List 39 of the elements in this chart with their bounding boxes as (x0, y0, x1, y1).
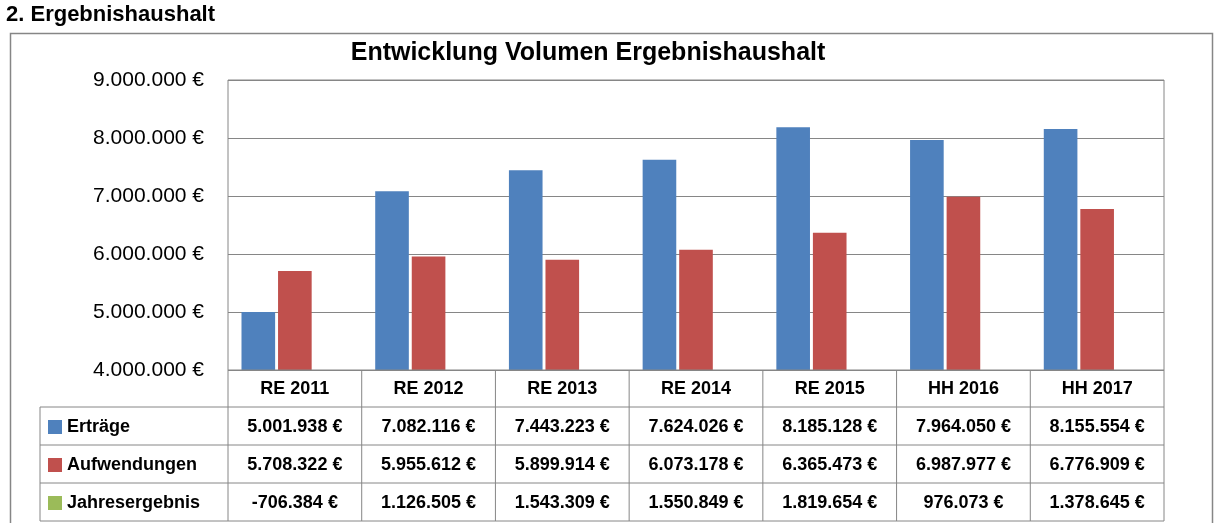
data-label: 5.001.938 € (247, 415, 343, 436)
data-label: 5.708.322 € (247, 453, 343, 474)
data-label: 6.073.178 € (648, 453, 744, 474)
data-label: 8.155.554 € (1049, 415, 1145, 436)
y-tick-label: 5.000.000 € (93, 298, 205, 322)
x-tick-label: RE 2015 (794, 378, 865, 399)
x-tick-label: RE 2014 (660, 378, 732, 399)
y-tick-label: 8.000.000 € (93, 124, 205, 148)
text: 1.550.849 € (648, 491, 744, 512)
data-label: 5.955.612 € (381, 453, 477, 474)
data-label: 8.185.128 € (782, 415, 878, 436)
data-label: 5.899.914 € (514, 453, 610, 474)
data-label: 7.082.116 € (381, 415, 476, 436)
y-tick-label: 6.000.000 € (93, 240, 205, 264)
data-label: 7.624.026 € (648, 415, 744, 436)
text: 2. Ergebnishaushalt (6, 1, 216, 27)
x-tick-label: HH 2016 (927, 378, 999, 399)
data-label: 7.443.223 € (514, 415, 610, 436)
x-tick-label: RE 2012 (393, 378, 464, 399)
x-tick-label: RE 2013 (527, 378, 598, 399)
data-label: 6.365.473 € (782, 453, 878, 474)
legend-label: Aufwendungen (67, 453, 197, 474)
y-tick-label: 9.000.000 € (93, 66, 205, 90)
y-tick-label: 4.000.000 € (93, 356, 205, 380)
legend-label: Erträge (67, 415, 131, 436)
data-label: 6.987.977 € (915, 453, 1011, 474)
data-label: 6.776.909 € (1049, 453, 1145, 474)
chart-title: Entwicklung Volumen Ergebnishaushalt (350, 36, 826, 65)
y-tick-label: 7.000.000 € (93, 182, 205, 206)
legend-label: Jahresergebnis (67, 491, 201, 512)
text: 1.126.505 € (381, 491, 477, 512)
x-tick-label: HH 2017 (1061, 378, 1133, 399)
text: 1.378.645 € (1049, 491, 1145, 512)
text: 1.543.309 € (514, 491, 610, 512)
text: 1.819.654 € (782, 491, 878, 512)
data-label: 7.964.050 € (915, 415, 1011, 436)
text: -706.384 € (251, 491, 338, 512)
text: 976.073 € (923, 491, 1004, 512)
x-tick-label: RE 2011 (260, 378, 330, 399)
